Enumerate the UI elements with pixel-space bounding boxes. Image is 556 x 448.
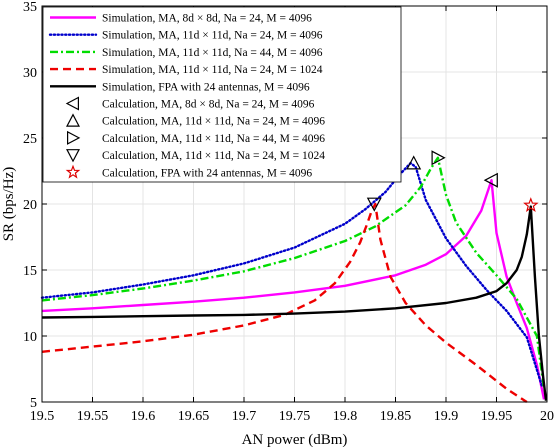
y-tick-label: 20 — [23, 198, 37, 213]
series-line — [41, 205, 548, 401]
legend-marker-swatch — [65, 96, 80, 111]
legend: Simulation, MA, 8d × 8d, Na = 24, M = 40… — [42, 6, 402, 183]
y-tick-label: 5 — [30, 396, 37, 411]
x-tick-label: 19.75 — [279, 409, 311, 424]
x-tick-label: 19.95 — [481, 409, 513, 424]
x-tick-label: 20 — [540, 409, 554, 424]
x-tick-label: 19.5 — [30, 409, 55, 424]
legend-entry-label: Simulation, MA, 11d × 11d, Na = 44, M = … — [102, 47, 323, 59]
calculation-marker — [406, 155, 422, 170]
calculation-markers — [366, 150, 539, 212]
series-line — [41, 156, 546, 389]
calculation-marker — [483, 172, 498, 188]
legend-entry-label: Calculation, MA, 11d × 11d, Na = 24, M =… — [102, 116, 325, 128]
legend-entry-label: Simulation, MA, 11d × 11d, Na = 24, M = … — [102, 64, 323, 76]
legend-entry-label: Simulation, FPA with 24 antennas, M = 40… — [102, 81, 310, 93]
series-line — [41, 179, 546, 400]
legend-entry-label: Calculation, MA, 11d × 11d, Na = 24, M =… — [102, 150, 325, 162]
axis-ticks: 19.5 19.55 19.6 19.65 19.7 19.75 19.8 19.85 19.9… — [23, 0, 554, 424]
y-tick-label: 25 — [23, 132, 37, 147]
y-tick-label: 35 — [23, 0, 37, 15]
legend-box — [42, 6, 402, 183]
series-line — [41, 202, 528, 404]
calculation-marker — [523, 197, 539, 212]
series-curves — [40, 156, 548, 404]
y-axis-label: SR (bps/Hz) — [1, 167, 17, 242]
calculation-marker — [431, 150, 446, 166]
x-tick-label: 19.6 — [131, 409, 156, 424]
legend-marker-swatch — [66, 130, 81, 145]
x-tick-label: 19.9 — [434, 409, 459, 424]
y-tick-label: 30 — [23, 66, 37, 81]
x-tick-label: 19.8 — [333, 409, 358, 424]
x-tick-label: 19.7 — [232, 409, 257, 424]
legend-entry-label: Calculation, MA, 11d × 11d, Na = 44, M =… — [102, 133, 325, 145]
x-tick-label: 19.85 — [380, 409, 412, 424]
x-tick-label: 19.55 — [77, 409, 109, 424]
legend-marker-swatch — [66, 113, 80, 127]
legend-entry-label: Simulation, MA, 11d × 11d, Na = 24, M = … — [102, 30, 323, 42]
calculation-marker — [366, 197, 382, 212]
legend-marker-swatch — [65, 164, 81, 179]
legend-marker-swatch — [66, 149, 80, 163]
y-tick-label: 15 — [23, 264, 37, 279]
y-tick-label: 10 — [23, 330, 37, 345]
legend-entry-label: Calculation, FPA with 24 antennas, M = 4… — [102, 167, 312, 179]
legend-entry-label: Calculation, MA, 8d × 8d, Na = 24, M = 4… — [102, 99, 315, 111]
x-tick-label: 19.65 — [178, 409, 210, 424]
x-axis-label: AN power (dBm) — [242, 432, 348, 448]
legend-entry-label: Simulation, MA, 8d × 8d, Na = 24, M = 40… — [102, 13, 312, 25]
